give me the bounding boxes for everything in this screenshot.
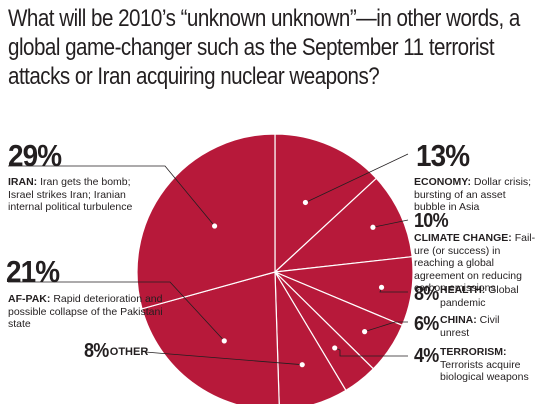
leader-dot-1: [370, 224, 376, 230]
other-name: OTHER: [109, 346, 149, 358]
leader-dot-0: [302, 199, 309, 206]
economy-label: ECONOMY: Dollar crisis; bursting of an a…: [414, 176, 532, 214]
pie-slice-6: [141, 271, 280, 404]
health-description: Global pandemic: [440, 284, 519, 309]
climate-description: Fail-ure (or success) in reaching a glob…: [414, 232, 536, 294]
afpak-name: AF-PAK:: [8, 293, 51, 305]
terrorism-label: TERRORISM: Terrorists acquire biological…: [440, 346, 540, 384]
iran-label: IRAN: Iran gets the bomb; Israel strikes…: [8, 176, 158, 214]
china-description: Civil unrest: [440, 314, 500, 339]
pie-slice-0: [274, 133, 378, 274]
leader-line-4: [334, 347, 408, 357]
health-label: HEALTH: Global pandemic: [440, 284, 540, 309]
other-label: 8% OTHER: [84, 341, 148, 362]
terrorism-description: Terrorists acquire biological weapons: [440, 358, 529, 384]
economy-name: ECONOMY:: [414, 176, 471, 188]
leader-line-5: [144, 351, 303, 366]
leader-dot-3: [362, 329, 368, 335]
leader-dot-6: [221, 338, 227, 344]
iran-description: Iran gets the bomb; Israel strikes Iran;…: [8, 176, 133, 213]
leader-lines: [8, 153, 409, 368]
leader-dot-4: [332, 345, 338, 351]
afpak-description: Rapid deterioration and possible collaps…: [8, 293, 163, 330]
climate-label: CLIMATE CHANGE: Fail-ure (or success) in…: [414, 232, 542, 295]
iran-percent: 29%: [8, 138, 62, 173]
health-name: HEALTH:: [440, 284, 486, 296]
terrorism-percent: 4%: [414, 345, 439, 367]
leader-dot-5: [299, 362, 305, 368]
leader-dot-7: [212, 223, 218, 229]
leader-dot-2: [378, 284, 385, 290]
afpak-percent: 21%: [6, 254, 60, 289]
leader-line-3: [364, 321, 408, 333]
leader-line-6: [8, 281, 225, 342]
pie-slices: [136, 133, 414, 404]
pie-slice-1: [273, 177, 413, 273]
health-percent: 8%: [414, 283, 439, 305]
pie-slice-7: [136, 133, 276, 310]
climate-name: CLIMATE CHANGE:: [414, 232, 512, 244]
leader-line-1: [372, 219, 409, 228]
china-label: CHINA: Civil unrest: [440, 314, 530, 339]
economy-percent: 13%: [416, 138, 470, 173]
china-name: CHINA:: [440, 314, 477, 326]
terrorism-name: TERRORISM:: [440, 346, 507, 358]
chart-title: What will be 2010’s “unknown unknown”—in…: [8, 5, 520, 90]
afpak-label: AF-PAK: Rapid deterioration and possible…: [8, 293, 168, 331]
leader-line-0: [305, 153, 409, 203]
climate-percent: 10%: [414, 210, 449, 232]
leader-line-7: [8, 165, 215, 227]
pie-slice-5: [274, 269, 347, 404]
china-percent: 6%: [414, 313, 439, 335]
economy-description: Dollar crisis; bursting of an asset bubb…: [414, 176, 532, 213]
iran-name: IRAN:: [8, 176, 38, 188]
other-percent: 8%: [84, 340, 109, 362]
